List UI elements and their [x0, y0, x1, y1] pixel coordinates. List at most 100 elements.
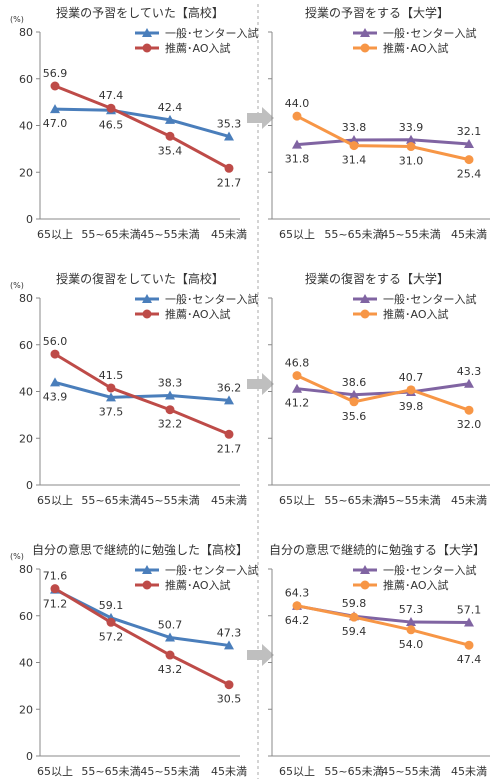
triangle-marker: [360, 565, 370, 574]
circle-marker: [349, 612, 359, 622]
y-tick-label: 40: [19, 386, 33, 399]
x-tick-label: 65以上: [279, 765, 315, 778]
chart-panel: 授業の復習をしていた【高校】 0 20 40 60 80 (%) 65以上 55~65未満 45~…: [10, 271, 259, 507]
data-label: 31.0: [399, 155, 424, 168]
chart-title: 授業の予習をする【大学】: [305, 5, 449, 20]
circle-marker: [464, 405, 474, 415]
y-tick-label: 20: [19, 703, 33, 716]
y-axis-unit: (%): [10, 552, 24, 561]
x-tick-label: 65以上: [37, 228, 73, 241]
circle-marker: [142, 309, 152, 319]
triangle-marker: [224, 131, 234, 141]
series-line: [54, 107, 230, 138]
data-label: 39.8: [399, 400, 424, 413]
y-tick-label: 40: [19, 657, 33, 670]
data-label: 59.4: [342, 625, 367, 638]
data-label: 47.4: [99, 89, 124, 102]
data-label: 42.4: [158, 101, 183, 114]
x-tick-label: 45未満: [451, 494, 487, 507]
circle-marker: [406, 625, 416, 635]
chart-panel: 授業の予習をしていた【高校】 0 20 40 60 80 (%) 65以上 55~65未満 45~…: [10, 5, 259, 241]
data-label: 46.5: [99, 118, 124, 131]
x-tick-label: 55~65未満: [81, 765, 140, 778]
triangle-marker: [292, 383, 302, 393]
circle-marker: [50, 584, 60, 594]
circle-marker: [106, 617, 116, 627]
x-tick-label: 55~65未満: [81, 494, 140, 507]
circle-marker: [224, 429, 234, 439]
series-line: [296, 374, 470, 412]
x-tick-label: 45~55未満: [140, 228, 199, 241]
circle-marker: [142, 43, 152, 53]
data-label: 64.3: [285, 587, 310, 600]
x-tick-label: 55~65未満: [324, 765, 383, 778]
x-tick-label: 55~65未満: [324, 228, 383, 241]
data-label: 30.5: [217, 693, 242, 706]
data-label: 43.3: [457, 365, 482, 378]
legend-label: 推薦･AO入試: [165, 578, 231, 592]
circle-marker: [349, 141, 359, 151]
circle-marker: [464, 640, 474, 650]
data-label: 41.5: [99, 369, 124, 382]
data-label: 43.9: [43, 390, 68, 403]
data-label: 59.1: [99, 599, 124, 612]
circle-marker: [406, 385, 416, 395]
y-tick-label: 60: [19, 73, 33, 86]
triangle-marker: [349, 134, 359, 144]
data-label: 38.3: [158, 376, 183, 389]
chart-panel: 自分の意思で継続的に勉強した【高校】 0 20 40 60 80 (%) 65以上 55~65未…: [10, 542, 259, 778]
data-label: 56.0: [43, 335, 68, 348]
triangle-marker: [142, 28, 152, 37]
triangle-marker: [165, 632, 175, 642]
y-tick-label: 0: [26, 479, 33, 492]
triangle-marker: [464, 138, 474, 148]
x-tick-label: 45~55未満: [381, 765, 440, 778]
legend-label: 推薦･AO入試: [383, 307, 449, 321]
chart-title: 授業の予習をしていた【高校】: [56, 5, 224, 20]
y-axis-unit: (%): [10, 281, 24, 290]
right-arrow-icon: [247, 107, 274, 130]
series-line: [296, 138, 470, 147]
legend-label: 一般･センター入試: [383, 292, 477, 306]
data-label: 35.4: [158, 144, 183, 157]
circle-marker: [106, 103, 116, 113]
right-arrow-icon: [247, 644, 274, 667]
data-label: 54.0: [399, 638, 424, 651]
triangle-marker: [360, 294, 370, 303]
series-line: [54, 587, 230, 687]
series-line: [54, 380, 230, 402]
data-label: 31.8: [285, 153, 310, 166]
data-label: 37.5: [99, 405, 124, 418]
x-tick-label: 45~55未満: [381, 494, 440, 507]
data-label: 21.7: [217, 442, 242, 455]
chart-title: 授業の復習をする【大学】: [305, 271, 449, 286]
circle-marker: [224, 680, 234, 690]
data-label: 47.4: [457, 653, 482, 666]
data-label: 57.3: [399, 603, 424, 616]
triangle-marker: [360, 28, 370, 37]
series-line: [296, 114, 470, 162]
data-label: 40.7: [399, 371, 424, 384]
data-label: 21.7: [217, 176, 242, 189]
legend-label: 一般･センター入試: [165, 26, 259, 40]
data-label: 32.2: [158, 418, 183, 431]
data-label: 35.6: [342, 410, 367, 423]
legend-label: 一般･センター入試: [165, 292, 259, 306]
data-label: 47.3: [217, 626, 242, 639]
circle-marker: [224, 163, 234, 173]
series-line: [296, 604, 470, 625]
triangle-marker: [50, 377, 60, 387]
circle-marker: [292, 111, 302, 121]
triangle-marker: [349, 389, 359, 399]
data-label: 38.6: [342, 376, 367, 389]
circle-marker: [165, 405, 175, 415]
data-label: 33.8: [342, 121, 367, 134]
circle-marker: [50, 81, 60, 91]
circle-marker: [165, 131, 175, 141]
circle-marker: [292, 601, 302, 611]
x-tick-label: 65以上: [37, 494, 73, 507]
